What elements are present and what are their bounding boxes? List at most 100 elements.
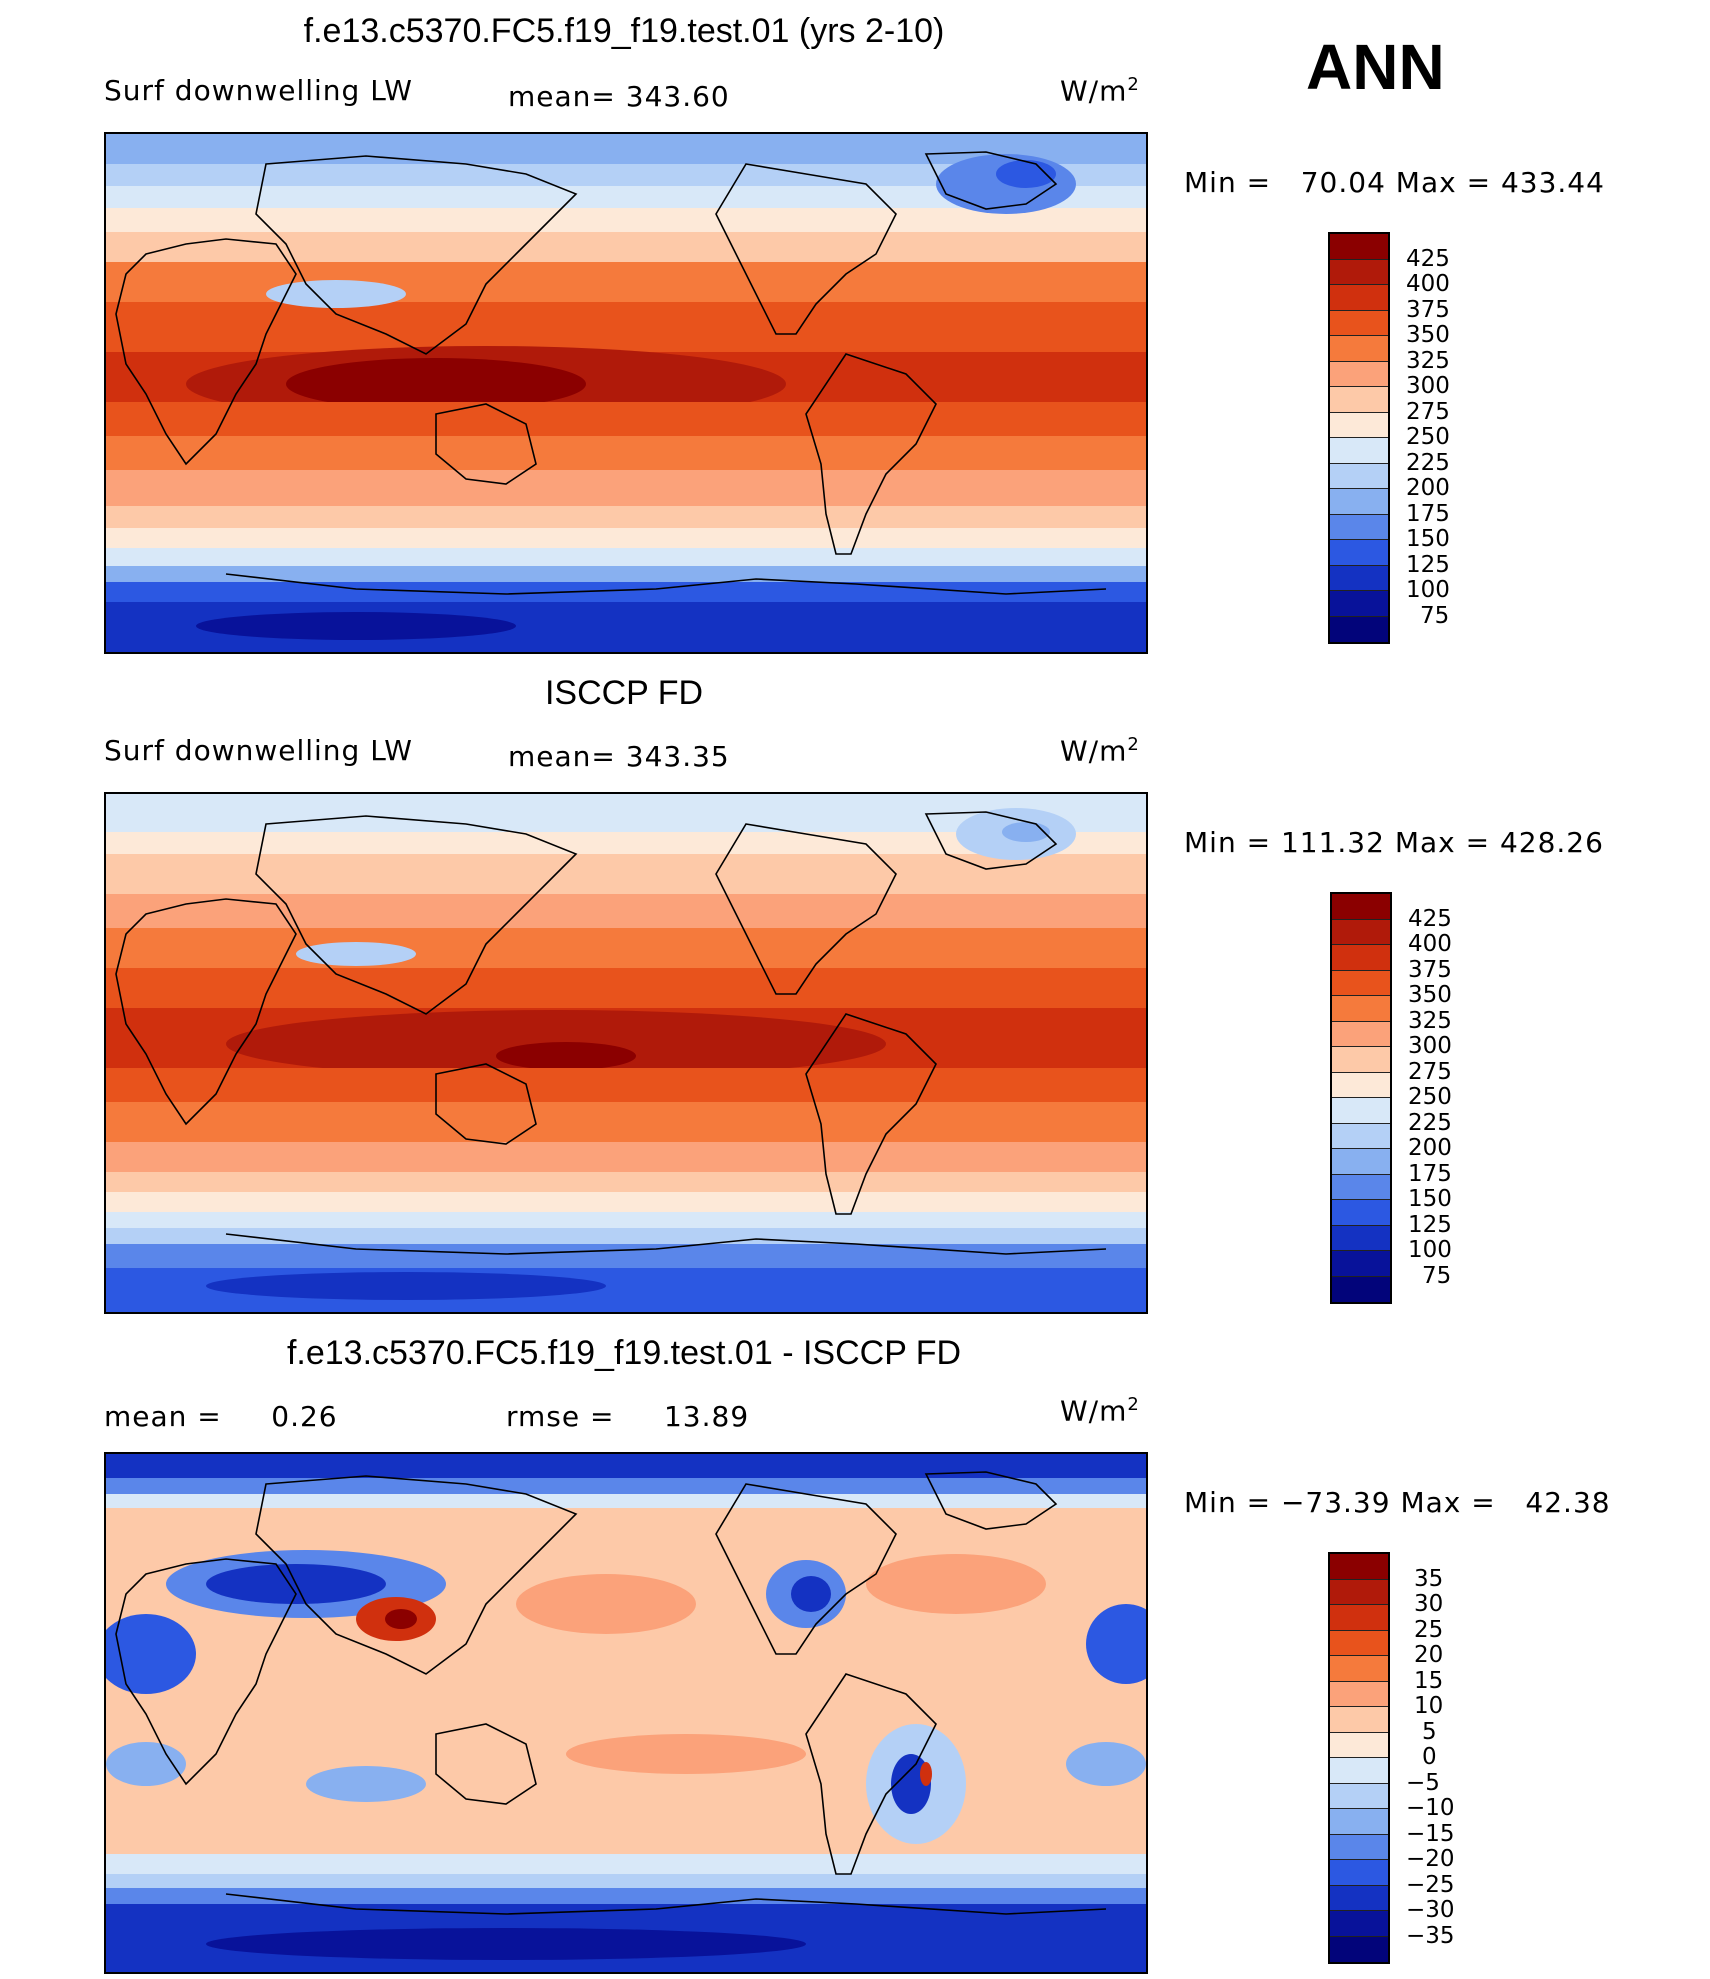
panel2-title: ISCCP FD	[544, 674, 704, 712]
colorbar-segment	[1330, 1834, 1388, 1860]
colorbar-tick-label: 175	[1406, 501, 1450, 527]
colorbar-segment	[1330, 259, 1388, 285]
colorbar-segment	[1330, 310, 1388, 336]
colorbar-tick-label: 300	[1408, 1033, 1452, 1059]
colorbar-tick-label: 275	[1406, 399, 1450, 425]
colorbar-tick-label: −5	[1406, 1770, 1440, 1796]
colorbar-tick-label: 200	[1408, 1135, 1452, 1161]
panel2-minmax: Min = 111.32 Max = 428.26	[1184, 826, 1604, 859]
colorbar-segment	[1330, 1885, 1388, 1911]
panel2-map	[104, 792, 1148, 1314]
colorbar-tick-label: 300	[1406, 373, 1450, 399]
colorbar-segment	[1330, 1681, 1388, 1707]
colorbar-tick-label: 175	[1408, 1161, 1452, 1187]
colorbar-segment	[1330, 1554, 1388, 1580]
colorbar-segment	[1332, 1098, 1390, 1124]
colorbar-tick-label: 100	[1406, 577, 1450, 603]
colorbar-tick-label: 35	[1414, 1566, 1444, 1592]
colorbar-tick-label: −30	[1406, 1897, 1455, 1923]
colorbar-segment	[1332, 996, 1390, 1022]
colorbar-segment	[1330, 1605, 1388, 1631]
colorbar-tick-label: −20	[1406, 1846, 1455, 1872]
colorbar-segment	[1332, 970, 1390, 996]
colorbar-tick-label: 5	[1422, 1719, 1437, 1745]
colorbar-segment	[1332, 1276, 1390, 1302]
colorbar-segment	[1330, 616, 1388, 642]
panel2-mean-label: mean= 343.35	[508, 740, 730, 773]
colorbar-tick-label: −35	[1406, 1923, 1455, 1949]
colorbar-tick-label: −25	[1406, 1872, 1455, 1898]
colorbar-tick-label: 350	[1408, 982, 1452, 1008]
panel2-field	[106, 794, 1146, 1312]
colorbar-segment	[1332, 1047, 1390, 1073]
colorbar-segment	[1330, 463, 1388, 489]
colorbar-tick-label: 20	[1414, 1642, 1444, 1668]
colorbar-segment	[1330, 412, 1388, 438]
colorbar-tick-label: 100	[1408, 1237, 1452, 1263]
panel1-field	[106, 134, 1146, 652]
colorbar-segment	[1330, 1579, 1388, 1605]
colorbar-segment	[1330, 438, 1388, 464]
panel1-minmax: Min = 70.04 Max = 433.44	[1184, 166, 1605, 199]
panel1-title: f.e13.c5370.FC5.f19_f19.test.01 (yrs 2-1…	[303, 12, 945, 50]
colorbar-segment	[1330, 1911, 1388, 1937]
colorbar-tick-label: 350	[1406, 322, 1450, 348]
panel1-left-label: Surf downwelling LW	[104, 74, 413, 107]
colorbar-segment	[1330, 234, 1388, 260]
colorbar-tick-label: 125	[1408, 1212, 1452, 1238]
colorbar-segment	[1330, 1630, 1388, 1656]
panel3-mean-label: mean = 0.26	[104, 1400, 338, 1433]
colorbar-segment	[1330, 387, 1388, 413]
colorbar-segment	[1330, 489, 1388, 515]
colorbar-tick-label: 25	[1414, 1617, 1444, 1643]
colorbar-tick-label: 10	[1414, 1693, 1444, 1719]
colorbar-segment	[1332, 894, 1390, 920]
colorbar-segment	[1332, 1251, 1390, 1277]
colorbar-tick-label: 125	[1406, 552, 1450, 578]
panel3-minmax: Min = −73.39 Max = 42.38	[1184, 1486, 1611, 1519]
colorbar-segment	[1332, 1021, 1390, 1047]
colorbar-tick-label: 400	[1408, 931, 1452, 957]
colorbar-segment	[1332, 1072, 1390, 1098]
panel2-left-label: Surf downwelling LW	[104, 734, 413, 767]
panel3-map	[104, 1452, 1148, 1974]
colorbar-tick-label: 250	[1408, 1084, 1452, 1110]
colorbar-tick-label: 225	[1406, 450, 1450, 476]
colorbar-tick-label: 325	[1406, 348, 1450, 374]
season-label: ANN	[1306, 31, 1445, 103]
panel3-rmse-label: rmse = 13.89	[506, 1400, 750, 1433]
colorbar-tick-label: 200	[1406, 475, 1450, 501]
colorbar-tick-label: 400	[1406, 271, 1450, 297]
colorbar-segment	[1330, 591, 1388, 617]
colorbar-segment	[1330, 540, 1388, 566]
panel1-mean-label: mean= 343.60	[508, 80, 730, 113]
colorbar-segment	[1330, 1707, 1388, 1733]
panel1-map	[104, 132, 1148, 654]
colorbar-tick-label: 0	[1422, 1744, 1437, 1770]
colorbar-segment	[1330, 1656, 1388, 1682]
panel3-units: W/m2	[1060, 1394, 1140, 1428]
colorbar-segment	[1330, 514, 1388, 540]
colorbar-segment	[1330, 336, 1388, 362]
colorbar-segment	[1330, 565, 1388, 591]
colorbar-tick-label: 275	[1408, 1059, 1452, 1085]
colorbar-segment	[1330, 361, 1388, 387]
colorbar-tick-label: 250	[1406, 424, 1450, 450]
colorbar-segment	[1330, 1809, 1388, 1835]
panel1-colorbar	[1328, 232, 1390, 644]
colorbar-segment	[1330, 285, 1388, 311]
colorbar-tick-label: 150	[1408, 1186, 1452, 1212]
panel2-units: W/m2	[1060, 734, 1140, 768]
colorbar-tick-label: 425	[1408, 906, 1452, 932]
colorbar-segment	[1330, 1860, 1388, 1886]
colorbar-tick-label: 15	[1414, 1668, 1444, 1694]
colorbar-tick-label: −10	[1406, 1795, 1455, 1821]
colorbar-tick-label: 225	[1408, 1110, 1452, 1136]
colorbar-segment	[1332, 1174, 1390, 1200]
colorbar-tick-label: 75	[1420, 603, 1450, 629]
panel2-colorbar	[1330, 892, 1392, 1304]
colorbar-tick-label: −15	[1406, 1821, 1455, 1847]
panel3-field	[106, 1454, 1146, 1972]
colorbar-segment	[1332, 1149, 1390, 1175]
colorbar-segment	[1332, 945, 1390, 971]
